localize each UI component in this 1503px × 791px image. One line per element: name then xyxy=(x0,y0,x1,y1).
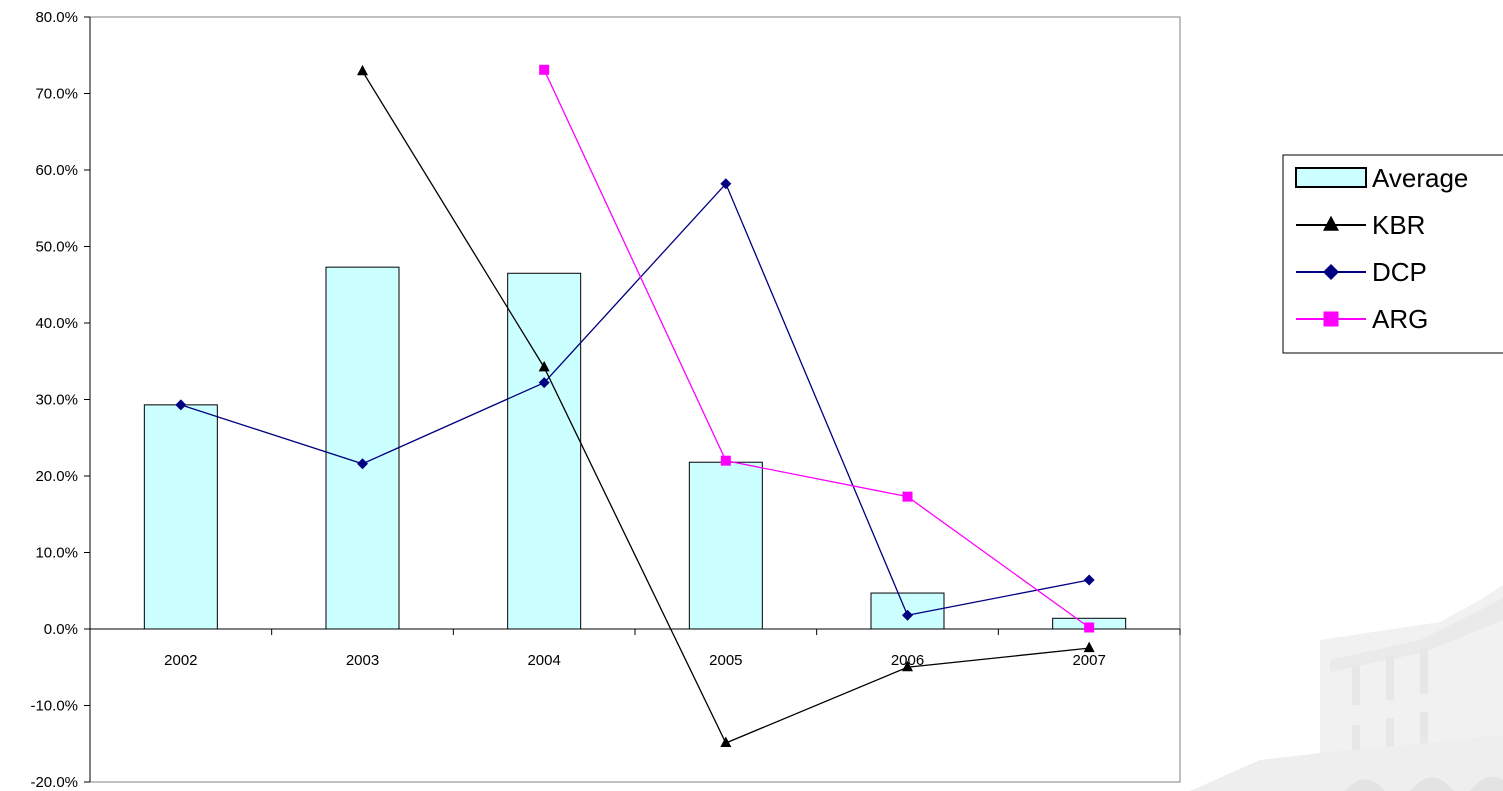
point-dcp-2006 xyxy=(902,609,913,621)
legend-marker xyxy=(1323,215,1339,231)
x-tick-label: 2002 xyxy=(164,652,197,669)
x-tick-label: 2003 xyxy=(346,652,379,669)
y-axis: 80.0% 70.0% 60.0% 50.0% 40.0% 30.0% 20.0% 10.0%… xyxy=(30,9,91,791)
series-lines xyxy=(175,64,1095,747)
series-kbr xyxy=(357,64,1095,747)
bar-average-2003 xyxy=(325,266,400,630)
y-tick-label: 60.0% xyxy=(35,162,78,179)
point-kbr-2007 xyxy=(1083,641,1095,653)
point-arg-2004 xyxy=(539,64,550,75)
point-dcp-2004 xyxy=(538,377,550,389)
legend-item-arg: ARG xyxy=(1296,304,1428,334)
legend-label: DCP xyxy=(1372,257,1427,287)
legend-item-dcp: DCP xyxy=(1296,257,1427,287)
bar-average-2002 xyxy=(143,404,218,630)
point-dcp-2002 xyxy=(175,399,187,411)
x-tick-label: 2004 xyxy=(527,652,560,669)
legend-label: Average xyxy=(1372,163,1468,193)
point-arg-2005 xyxy=(720,455,731,466)
x-tick-label: 2005 xyxy=(709,652,742,669)
x-tick-label: 2006 xyxy=(891,652,924,669)
legend: Average KBR DCP ARG xyxy=(1282,154,1503,354)
point-kbr-2005 xyxy=(720,736,732,747)
legend-marker xyxy=(1323,311,1339,327)
point-dcp-2005 xyxy=(720,178,732,190)
y-tick-label: -10.0% xyxy=(30,698,78,715)
y-tick-label: -20.0% xyxy=(30,774,78,791)
y-tick-label: 70.0% xyxy=(35,86,78,103)
point-kbr-2003 xyxy=(357,64,368,76)
series-dcp xyxy=(175,178,1095,621)
bar-average-2004 xyxy=(507,272,582,630)
legend-item-average: Average xyxy=(1295,163,1468,193)
legend-item-kbr: KBR xyxy=(1296,210,1425,240)
y-tick-label: 80.0% xyxy=(35,9,78,26)
plot-frame xyxy=(89,16,1181,783)
point-dcp-2007 xyxy=(1083,574,1095,586)
y-tick-label: 50.0% xyxy=(35,239,78,256)
point-arg-2007 xyxy=(1084,622,1095,633)
building-watermark xyxy=(1190,585,1503,791)
point-arg-2006 xyxy=(902,491,913,502)
point-kbr-2004 xyxy=(538,360,550,372)
x-tick-label: 2007 xyxy=(1072,652,1105,669)
plot-area: 80.0% 70.0% 60.0% 50.0% 40.0% 30.0% 20.0% 10.0%… xyxy=(30,9,1181,791)
x-axis: 2002 2003 2004 2005 2006 2007 xyxy=(89,628,1181,669)
point-kbr-2006 xyxy=(902,660,913,672)
y-tick-label: 10.0% xyxy=(35,545,78,562)
legend-label: KBR xyxy=(1372,210,1425,240)
y-tick-label: 30.0% xyxy=(35,392,78,409)
legend-label: ARG xyxy=(1372,304,1428,334)
point-dcp-2003 xyxy=(357,458,368,470)
y-tick-label: 20.0% xyxy=(35,468,78,485)
line-dcp xyxy=(180,182,1090,616)
series-arg xyxy=(539,64,1095,633)
line-arg xyxy=(543,69,1090,628)
y-tick-label: 40.0% xyxy=(35,315,78,332)
bars-average xyxy=(143,266,1127,630)
legend-swatch xyxy=(1295,167,1367,188)
y-tick-label: 0.0% xyxy=(44,621,78,638)
legend-marker xyxy=(1323,264,1339,280)
bar-average-2005 xyxy=(688,461,763,630)
